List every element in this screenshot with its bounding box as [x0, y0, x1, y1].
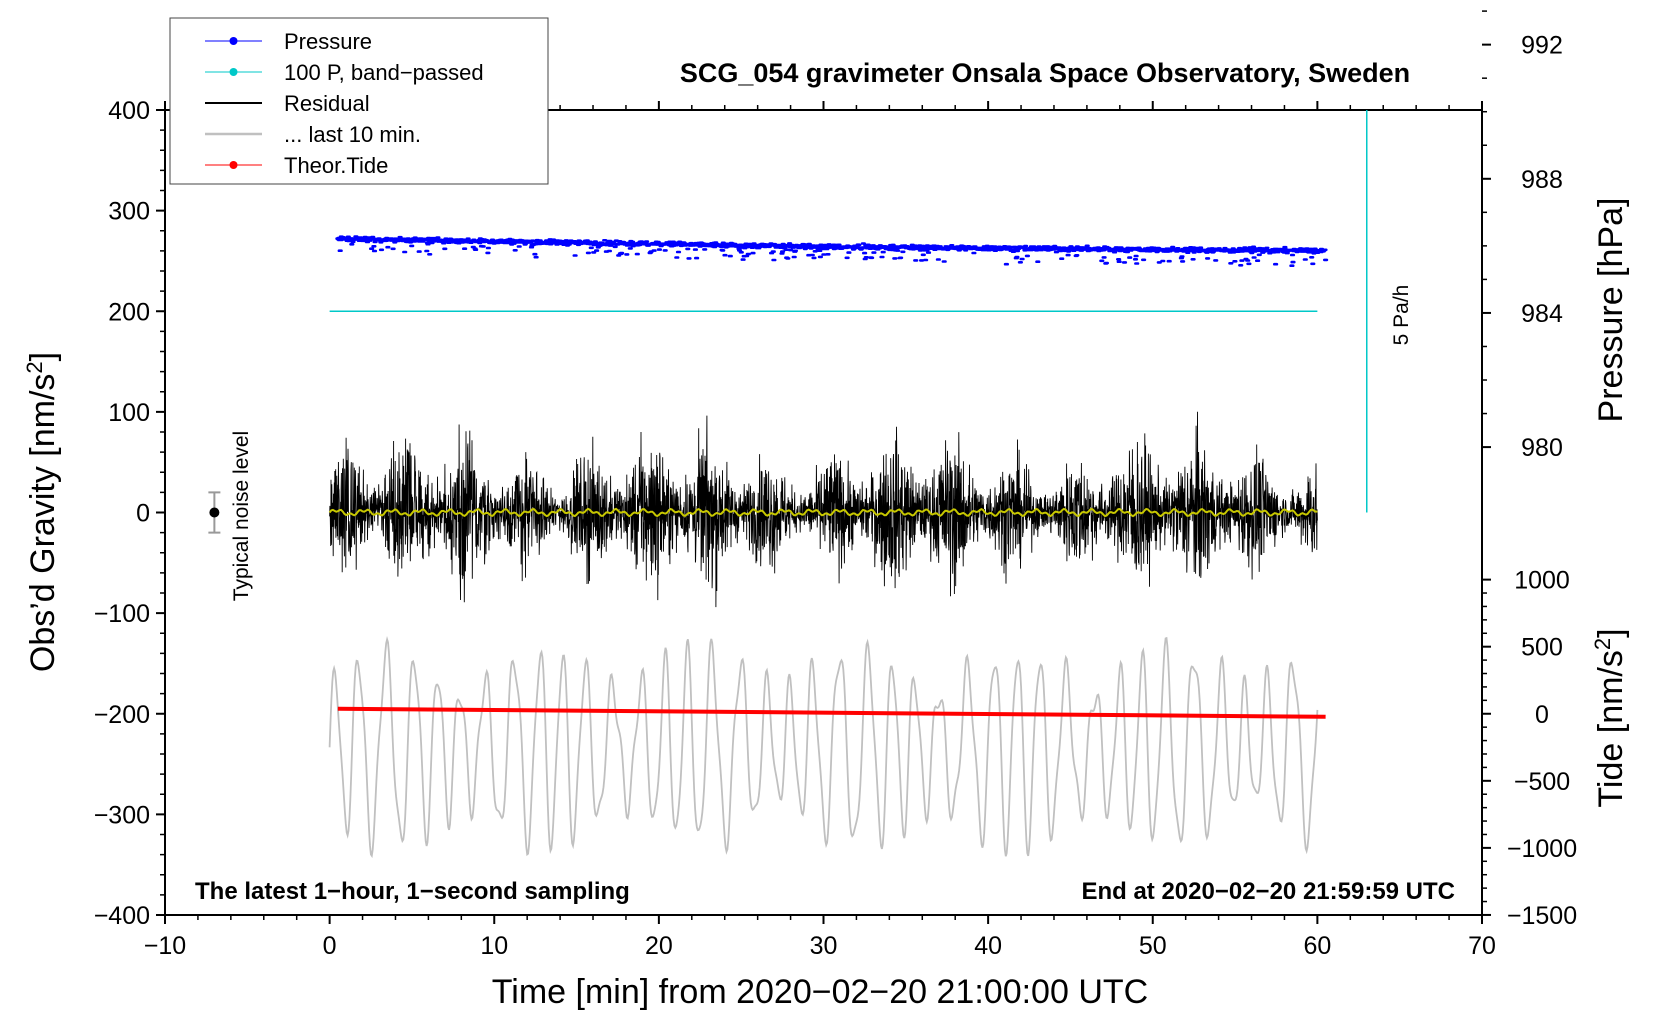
legend-marker — [229, 68, 238, 76]
noise-level-label: Typical noise level — [230, 431, 253, 601]
y-axis-right-tide: −1500 −1000 −500 0 500 1000 — [1482, 567, 1577, 930]
y-axis-right-tide-title-sup: 2 — [1590, 638, 1615, 650]
x-axis: −10 0 10 20 30 40 50 60 70 — [144, 101, 1496, 960]
series-pressure — [335, 235, 1329, 267]
y-axis-left-title-sup: 2 — [22, 361, 47, 373]
x-tick-label: −10 — [144, 932, 186, 960]
pressure-tick-label: 980 — [1521, 434, 1563, 462]
legend-label: 100 P, band−passed — [284, 60, 484, 85]
tide-tick-label: −500 — [1514, 768, 1570, 796]
x-tick-label: 40 — [974, 932, 1002, 960]
legend: Pressure 100 P, band−passed Residual ... la… — [169, 17, 549, 185]
legend-box — [169, 17, 549, 185]
y-axis-right-pressure: 980984988992996 — [1482, 10, 1563, 462]
x-tick-label: 70 — [1468, 932, 1496, 960]
legend-label: ... last 10 min. — [284, 122, 421, 147]
y-axis-right-tide-title-main: Tide [nm/s — [1592, 650, 1630, 807]
y-axis-left-title-end: ] — [24, 352, 62, 361]
y-tick-label: −100 — [94, 600, 150, 628]
pressure-tick-label: 992 — [1521, 32, 1563, 60]
y-tick-label: 0 — [136, 500, 150, 528]
tide-tick-label: −1000 — [1507, 835, 1577, 863]
legend-marker — [229, 37, 238, 45]
tide-tick-label: 500 — [1521, 634, 1563, 662]
extras-layer — [208, 110, 1368, 534]
annotation-right: End at 2020−02−20 21:59:59 UTC — [1081, 878, 1455, 905]
annotation-left: The latest 1−hour, 1−second sampling — [195, 878, 630, 905]
y-tick-label: 200 — [108, 298, 150, 326]
legend-label: Theor.Tide — [284, 153, 388, 178]
x-tick-label: 60 — [1303, 932, 1331, 960]
pressure-tick-label: 984 — [1521, 300, 1563, 328]
y-axis-left: −400 −300 −200 −100 0 100 200 300 400 — [94, 97, 165, 930]
pressure-tick-label: 988 — [1521, 166, 1563, 194]
legend-marker — [229, 161, 238, 169]
y-axis-right-tide-title-end: ] — [1592, 628, 1630, 637]
series-filtered-residual — [328, 507, 1318, 518]
y-axis-left-title: Obs’d Gravity [nm/s2] — [22, 352, 63, 672]
series-last-10-min — [328, 636, 1319, 859]
y-axis-right-tide-title: Tide [nm/s2] — [1590, 628, 1631, 807]
x-tick-label: 30 — [810, 932, 838, 960]
y-axis-left-title-main: Obs’d Gravity [nm/s — [24, 374, 62, 673]
y-tick-label: 300 — [108, 198, 150, 226]
rate-bar-label: 5 Pa/h — [1390, 285, 1413, 346]
legend-label: Residual — [284, 91, 370, 116]
x-tick-label: 50 — [1139, 932, 1167, 960]
legend-items: Pressure 100 P, band−passed Residual ... la… — [205, 29, 484, 178]
series-theor-tide — [337, 706, 1326, 719]
tide-tick-label: 0 — [1535, 701, 1549, 729]
y-axis-right-pressure-title: Pressure [hPa] — [1592, 198, 1630, 423]
legend-label: Pressure — [284, 29, 372, 54]
y-tick-label: 400 — [108, 97, 150, 125]
series-layer — [328, 235, 1329, 859]
y-tick-label: −300 — [94, 801, 150, 829]
noise-bar-center — [209, 507, 220, 518]
y-tick-label: −400 — [94, 902, 150, 930]
series-residual — [329, 411, 1318, 608]
x-axis-title: Time [min] from 2020−02−20 21:00:00 UTC — [492, 973, 1148, 1011]
y-tick-label: 100 — [108, 399, 150, 427]
x-tick-label: 10 — [480, 932, 508, 960]
y-tick-label: −200 — [94, 701, 150, 729]
x-tick-label: 0 — [323, 932, 337, 960]
chart-title: SCG_054 gravimeter Onsala Space Observat… — [680, 58, 1410, 88]
x-tick-label: 20 — [645, 932, 673, 960]
tide-tick-label: −1500 — [1507, 902, 1577, 930]
tide-tick-label: 1000 — [1514, 567, 1570, 595]
